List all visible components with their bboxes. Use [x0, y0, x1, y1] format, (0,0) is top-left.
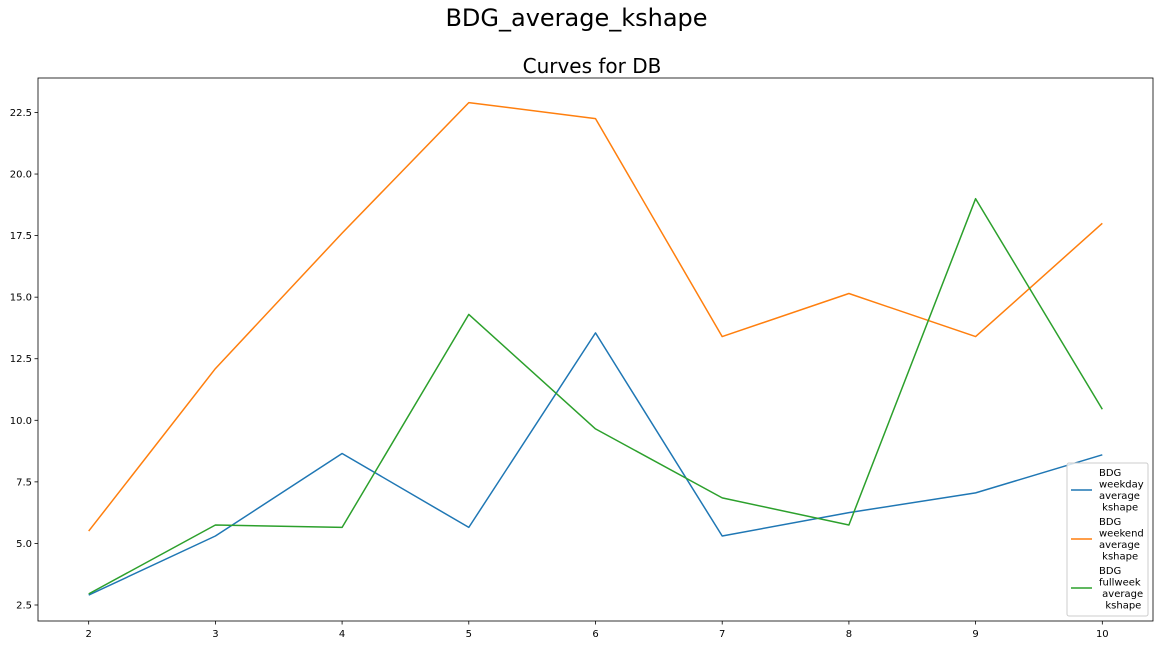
series-line-2	[88, 101, 1103, 532]
y-axis: 2.5 5.0 7.5 10.0 12.5 15.0 17.5 20.0 22.5	[10, 108, 38, 611]
series-line-1	[88, 332, 1103, 596]
chart-title: Curves for DB	[523, 54, 662, 78]
x-tick-label: 8	[846, 629, 852, 640]
x-tick-label: 4	[339, 629, 345, 640]
y-tick-label: 2.5	[16, 600, 32, 611]
x-tick-label: 5	[466, 629, 472, 640]
y-tick-label: 5.0	[16, 539, 32, 550]
y-tick-label: 15.0	[10, 293, 32, 304]
x-tick-label: 10	[1096, 629, 1109, 640]
x-tick-label: 7	[719, 629, 725, 640]
x-tick-label: 6	[592, 629, 598, 640]
x-tick-label: 9	[972, 629, 978, 640]
y-tick-label: 17.5	[10, 231, 32, 242]
legend-box	[1066, 462, 1149, 617]
legend-label-3: BDG fullweek average kshape	[1099, 566, 1143, 612]
y-tick-label: 20.0	[10, 170, 32, 181]
legend-label-1: BDG weekday average kshape	[1099, 468, 1144, 514]
axes-frame	[37, 77, 1154, 622]
series-line-3	[88, 197, 1103, 595]
legend-label-2: BDG weekend average kshape	[1099, 517, 1144, 563]
figure-suptitle: BDG_average_kshape	[445, 4, 708, 32]
x-axis: 2 3 4 5 6 7 8 9 10	[85, 621, 1109, 640]
x-tick-label: 3	[212, 629, 218, 640]
x-tick-label: 2	[85, 629, 91, 640]
series-layer	[88, 101, 1103, 596]
y-tick-label: 22.5	[10, 108, 32, 119]
y-tick-label: 7.5	[16, 477, 32, 488]
y-tick-label: 10.0	[10, 416, 32, 427]
y-tick-label: 12.5	[10, 354, 32, 365]
